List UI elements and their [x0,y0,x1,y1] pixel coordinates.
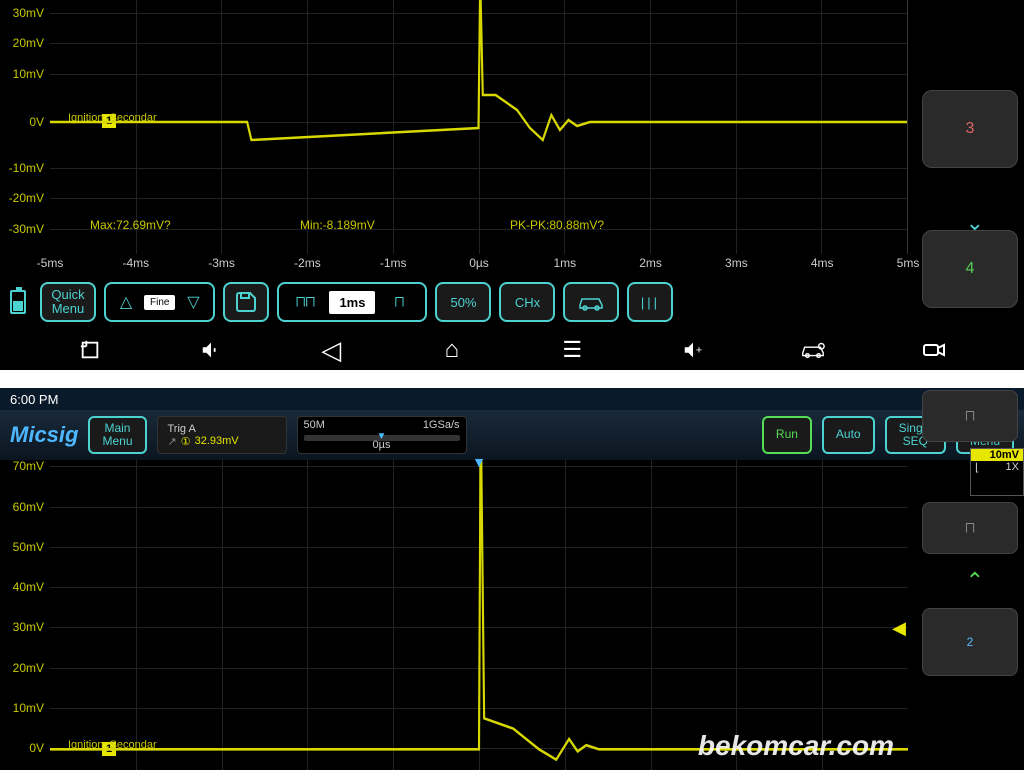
brand-logo: Micsig [10,422,78,448]
vol-down-icon [200,339,222,361]
channel-info-box[interactable]: 10mV ⌊1X [970,448,1024,496]
x-axis-labels-top: -5ms -4ms -3ms -2ms -1ms 0µs 1ms 2ms 3ms… [50,254,908,274]
chevron-down-icon[interactable]: ⌄ [966,210,984,236]
car-app-button[interactable] [793,330,833,370]
run-button[interactable]: Run [762,416,812,454]
fine-toggle[interactable]: Fine [144,295,175,310]
timebase-down-button[interactable]: ⨅⨅ [283,287,327,317]
side-column-top: 3 4 ⌄ [916,0,1024,278]
divider [0,370,1024,388]
y-label: 30mV [13,6,44,20]
trigger-info[interactable]: Trig A ↗ ① 32.93mV [157,416,287,454]
status-bar: 6:00 PM ▽ 🔋 100% [0,388,1024,410]
status-time: 6:00 PM [10,392,58,407]
memory-info[interactable]: 50M 1GSa/s ▼ 0µs [297,416,467,454]
vertical-scale-group: △ Fine ▽ [104,282,215,322]
measurement-pkpk: PK-PK:80.88mV? [510,218,604,232]
chx-button[interactable]: CHx [499,282,555,322]
waveform-area-top[interactable]: 1 Ignition_Secondar Max:72.69mV? Min:-8.… [50,0,908,254]
back-button[interactable]: ◁ [311,330,351,370]
y-label: 20mV [13,36,44,50]
side-button-ch4[interactable]: 4 [922,230,1018,308]
menu-icon: ☰ [562,337,582,363]
side-button-ch2[interactable]: 2 [922,608,1018,676]
back-icon: ◁ [321,335,341,366]
measurement-min: Min:-8.189mV [300,218,375,232]
top-scope-panel: 30mV 20mV 10mV 0V -10mV -20mV -30mV 1 Ig… [0,0,1024,330]
trigger-level-marker[interactable]: ◀ [892,618,906,639]
cursors-button[interactable]: ||| [627,282,673,322]
trig-50-button[interactable]: 50% [435,282,491,322]
trigger-position-marker[interactable]: ▼ [472,454,486,470]
record-button[interactable] [914,330,954,370]
scale-down-button[interactable]: ▽ [177,286,209,318]
system-nav-bar: ◁ ⌂ ☰ + [0,330,1024,370]
scale-up-button[interactable]: △ [110,286,142,318]
timebase-up-button[interactable]: ⨅ [377,287,421,317]
crop-icon [79,339,101,361]
y-label: 10mV [13,67,44,81]
cursors-icon: ||| [641,295,660,310]
side-button-wave-top[interactable]: ⨅ [922,390,1018,442]
car-icon [800,340,826,360]
car-icon [577,293,605,311]
main-menu-button[interactable]: Main Menu [88,416,146,454]
side-column-bottom: ⨅ 10mV ⌊1X ⨅ ⌃ 2 [916,388,1024,770]
save-button[interactable] [223,282,269,322]
y-label: -10mV [9,161,44,175]
screenshot-button[interactable] [70,330,110,370]
volume-down-button[interactable] [191,330,231,370]
waveform-trace-bottom [50,460,908,770]
volume-up-button[interactable]: + [673,330,713,370]
vol-up-icon: + [682,339,704,361]
bottom-scope-panel: 6:00 PM ▽ 🔋 100% Micsig Main Menu Trig A… [0,388,1024,770]
header-bar: Micsig Main Menu Trig A ↗ ① 32.93mV 50M … [0,410,1024,460]
control-bar-top: Quick Menu △ Fine ▽ ⨅⨅ 1ms ⨅ 50% CHx ||| [10,278,908,326]
waveform-trace-top [50,0,907,254]
auto-button[interactable]: Auto [822,416,875,454]
side-button-ch3[interactable]: 3 [922,90,1018,168]
recents-button[interactable]: ☰ [552,330,592,370]
y-axis-labels-top: 30mV 20mV 10mV 0V -10mV -20mV -30mV [0,0,50,254]
car-preset-button[interactable] [563,282,619,322]
timebase-group: ⨅⨅ 1ms ⨅ [277,282,427,322]
y-label: -30mV [9,222,44,236]
y-label: -20mV [9,191,44,205]
timebase-value[interactable]: 1ms [329,291,375,314]
side-button-wave-mid[interactable]: ⨅ [922,502,1018,554]
home-button[interactable]: ⌂ [432,330,472,370]
y-label: 0V [29,115,44,129]
watermark: bekomcar.com [698,730,894,762]
measurement-max: Max:72.69mV? [90,218,171,232]
svg-text:+: + [696,345,702,357]
waveform-area-bottom[interactable]: 1 Ignition_Secondar ▼ [50,460,908,770]
y-axis-labels-bottom: 70mV 60mV 50mV 40mV 30mV 20mV 10mV 0V [0,460,50,770]
chevron-up-icon[interactable]: ⌃ [966,568,984,594]
quick-menu-button[interactable]: Quick Menu [40,282,96,322]
battery-icon [10,290,26,314]
save-icon [234,290,258,314]
home-icon: ⌂ [445,336,460,364]
video-icon [922,341,946,359]
